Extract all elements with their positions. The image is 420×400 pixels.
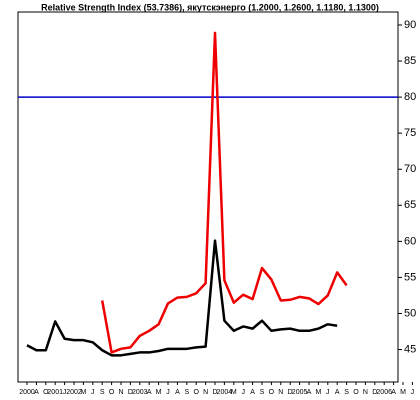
x-tick-label: 2002 bbox=[66, 389, 82, 396]
x-tick-label: D bbox=[128, 389, 133, 396]
y-tick-label: 70 bbox=[404, 163, 416, 175]
x-tick-label: M bbox=[80, 389, 86, 396]
x-tick-label: S bbox=[184, 389, 189, 396]
x-tick-label: S bbox=[100, 389, 105, 396]
x-tick-label: A bbox=[147, 389, 152, 396]
x-tick-label: N bbox=[118, 389, 123, 396]
y-tick-label: 60 bbox=[404, 235, 416, 247]
x-tick-label: 2001 bbox=[47, 389, 63, 396]
y-tick-label: 55 bbox=[404, 271, 416, 283]
series-line bbox=[26, 239, 338, 357]
series-line bbox=[100, 31, 348, 354]
y-tick-label: 85 bbox=[404, 55, 416, 67]
x-tick-label: O bbox=[193, 389, 199, 396]
y-tick-label: 80 bbox=[404, 91, 416, 103]
x-tick-label: O bbox=[43, 389, 49, 396]
x-tick-label: M bbox=[231, 389, 237, 396]
x-tick-label: A bbox=[335, 389, 340, 396]
x-tick-label: A bbox=[391, 389, 396, 396]
x-tick-label: 2005 bbox=[292, 389, 308, 396]
x-tick-label: J bbox=[241, 389, 245, 396]
y-tick-label: 65 bbox=[404, 199, 416, 211]
y-tick-label: 75 bbox=[404, 127, 416, 139]
x-tick-label: M bbox=[156, 389, 162, 396]
x-tick-label: N bbox=[278, 389, 283, 396]
x-tick-label: 2000 bbox=[19, 389, 35, 396]
x-tick-label: O bbox=[109, 389, 115, 396]
x-tick-label: 2004 bbox=[217, 389, 233, 396]
x-tick-label: 2003 bbox=[132, 389, 148, 396]
x-tick-label: O bbox=[269, 389, 275, 396]
x-tick-label: J bbox=[166, 389, 170, 396]
x-tick-label: D bbox=[288, 389, 293, 396]
x-tick-label: D bbox=[212, 389, 217, 396]
x-tick-label: N bbox=[203, 389, 208, 396]
x-tick-label: O bbox=[353, 389, 359, 396]
y-tick-label: 50 bbox=[404, 307, 416, 319]
x-tick-label: A bbox=[175, 389, 180, 396]
x-tick-label: A bbox=[307, 389, 312, 396]
plot-frame bbox=[17, 11, 399, 383]
x-tick-label: M bbox=[315, 389, 321, 396]
x-tick-label: S bbox=[260, 389, 265, 396]
x-tick-label: M bbox=[400, 389, 406, 396]
x-tick-label: J bbox=[91, 389, 95, 396]
x-tick-label: 2006 bbox=[376, 389, 392, 396]
x-tick-label: J bbox=[326, 389, 330, 396]
y-tick-label: 45 bbox=[404, 343, 416, 355]
x-tick-label: D bbox=[372, 389, 377, 396]
x-tick-label: J bbox=[411, 389, 415, 396]
x-tick-label: J bbox=[63, 389, 67, 396]
x-tick-label: A bbox=[250, 389, 255, 396]
x-tick-label: S bbox=[344, 389, 349, 396]
x-tick-label: N bbox=[363, 389, 368, 396]
x-tick-label: A bbox=[34, 389, 39, 396]
y-tick-label: 90 bbox=[404, 19, 416, 31]
chart-title: Relative Strength Index (53.7386), якутс… bbox=[41, 2, 379, 12]
